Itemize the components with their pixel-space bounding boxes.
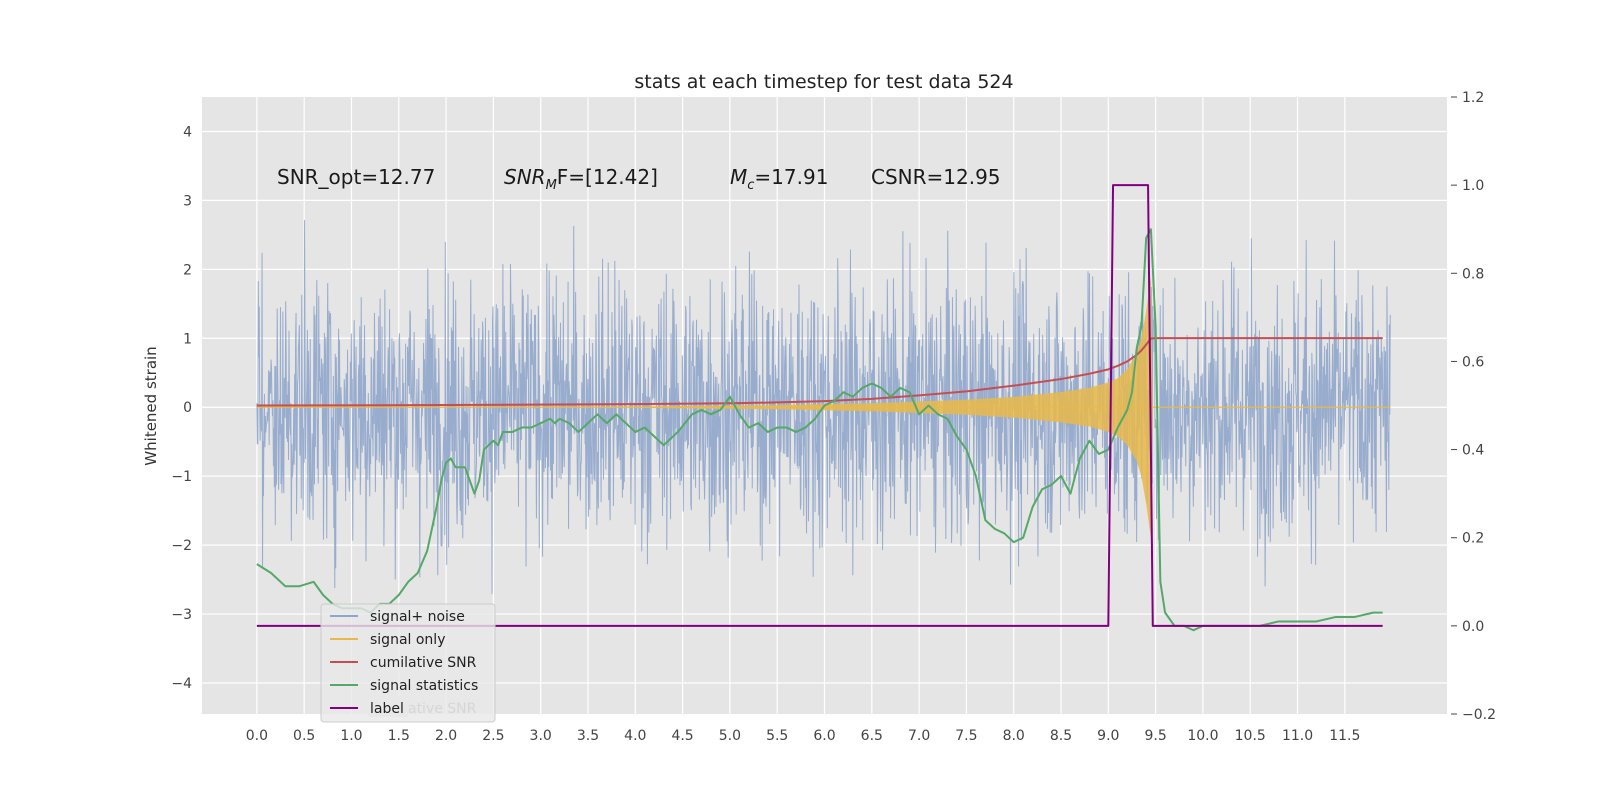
y2-tick-0: 1.2: [1462, 90, 1484, 106]
x-tick-8: 4.0: [624, 728, 646, 744]
x-tick-18: 9.0: [1097, 728, 1119, 744]
chart-title: stats at each timestep for test data 524: [634, 71, 1013, 93]
signal-statistics-line: [256, 228, 1383, 632]
x-tick-12: 6.0: [813, 728, 835, 744]
y-axis-ticks: 4 3 2 1 0 −1 −2 −3 −4: [171, 124, 192, 692]
annotation-snr-mf: SNRMF=[12.42]: [504, 165, 658, 193]
y-axis-label: Whitened strain: [142, 346, 160, 465]
x-tick-7: 3.5: [577, 728, 599, 744]
y-tick-3: 1: [183, 331, 192, 347]
x-tick-4: 2.0: [435, 728, 457, 744]
x-tick-21: 10.5: [1235, 728, 1266, 744]
x-tick-10: 5.0: [719, 728, 741, 744]
x-tick-9: 4.5: [671, 728, 693, 744]
legend-label-signal-statistics: signal statistics: [370, 678, 478, 694]
stats-annotations: SNR_opt=12.77 SNRMF=[12.42] Mc=17.91 CSN…: [277, 165, 1001, 193]
annotation-snr-opt: SNR_opt=12.77: [277, 165, 435, 189]
x-tick-22: 11.0: [1282, 728, 1313, 744]
legend-label-signal-only: signal only: [370, 632, 445, 648]
y2-axis-ticks: 1.2 1.0 0.8 0.6 0.4 0.2 0.0 −0.2: [1451, 90, 1496, 723]
y-tick-5: −1: [171, 469, 192, 485]
legend-label-cumulative-snr: cumilative SNR: [370, 655, 477, 671]
y2-tick-5: 0.2: [1462, 531, 1484, 547]
x-tick-19: 9.5: [1144, 728, 1166, 744]
x-tick-3: 1.5: [388, 728, 410, 744]
y-tick-1: 3: [183, 193, 192, 209]
annotation-csnr: CSNR=12.95: [871, 165, 1001, 189]
x-tick-13: 6.5: [861, 728, 883, 744]
y-tick-7: −3: [171, 607, 192, 623]
y-tick-2: 2: [183, 262, 192, 278]
signal-noise-line: [256, 220, 1391, 595]
x-tick-5: 2.5: [482, 728, 504, 744]
legend-label-label: label: [370, 701, 404, 717]
label-line: [256, 184, 1383, 627]
y2-tick-1: 1.0: [1462, 178, 1484, 194]
annotation-snr-mf-sub: M: [546, 178, 557, 193]
y2-tick-6: 0.0: [1462, 619, 1484, 635]
x-tick-17: 8.5: [1050, 728, 1072, 744]
x-tick-11: 5.5: [766, 728, 788, 744]
x-tick-0: 0.0: [246, 728, 268, 744]
annotation-snr-mf-rest: F=[12.42]: [557, 165, 658, 189]
y2-tick-4: 0.4: [1462, 443, 1484, 459]
annotation-snr-mf-main: SNR: [504, 165, 546, 189]
y-tick-6: −2: [171, 538, 192, 554]
annotation-mc-rest: =17.91: [754, 165, 828, 189]
y2-tick-3: 0.6: [1462, 354, 1484, 370]
x-axis-ticks: 0.0 0.5 1.0 1.5 2.0 2.5 3.0 3.5 4.0 4.5 5.0 5.5 6.0 6…: [246, 728, 1361, 744]
x-tick-20: 10.0: [1187, 728, 1218, 744]
x-tick-2: 1.0: [340, 728, 362, 744]
right-axis-series: [256, 184, 1383, 632]
y-tick-4: 0: [183, 400, 192, 416]
y-tick-8: −4: [171, 676, 192, 692]
annotation-mc-sub: c: [747, 178, 754, 193]
legend-box: [320, 603, 496, 723]
annotation-mc-main: M: [730, 165, 747, 189]
legend-label-signal-noise: signal+ noise: [370, 609, 465, 625]
x-tick-6: 3.0: [530, 728, 552, 744]
annotation-mc: Mc=17.91: [730, 165, 828, 193]
y-tick-0: 4: [183, 124, 192, 140]
y2-tick-2: 0.8: [1462, 266, 1484, 282]
legend: cumilative SNR signal+ noise signal only…: [320, 603, 496, 723]
cumulative-snr-line: [256, 337, 1383, 407]
legend-label-bg: [368, 697, 408, 717]
x-tick-15: 7.5: [955, 728, 977, 744]
x-tick-16: 8.0: [1003, 728, 1025, 744]
x-tick-1: 0.5: [293, 728, 315, 744]
y2-tick-7: −0.2: [1462, 707, 1496, 723]
signal-noise-series: [256, 220, 1391, 595]
x-tick-23: 11.5: [1329, 728, 1360, 744]
x-tick-14: 7.0: [908, 728, 930, 744]
